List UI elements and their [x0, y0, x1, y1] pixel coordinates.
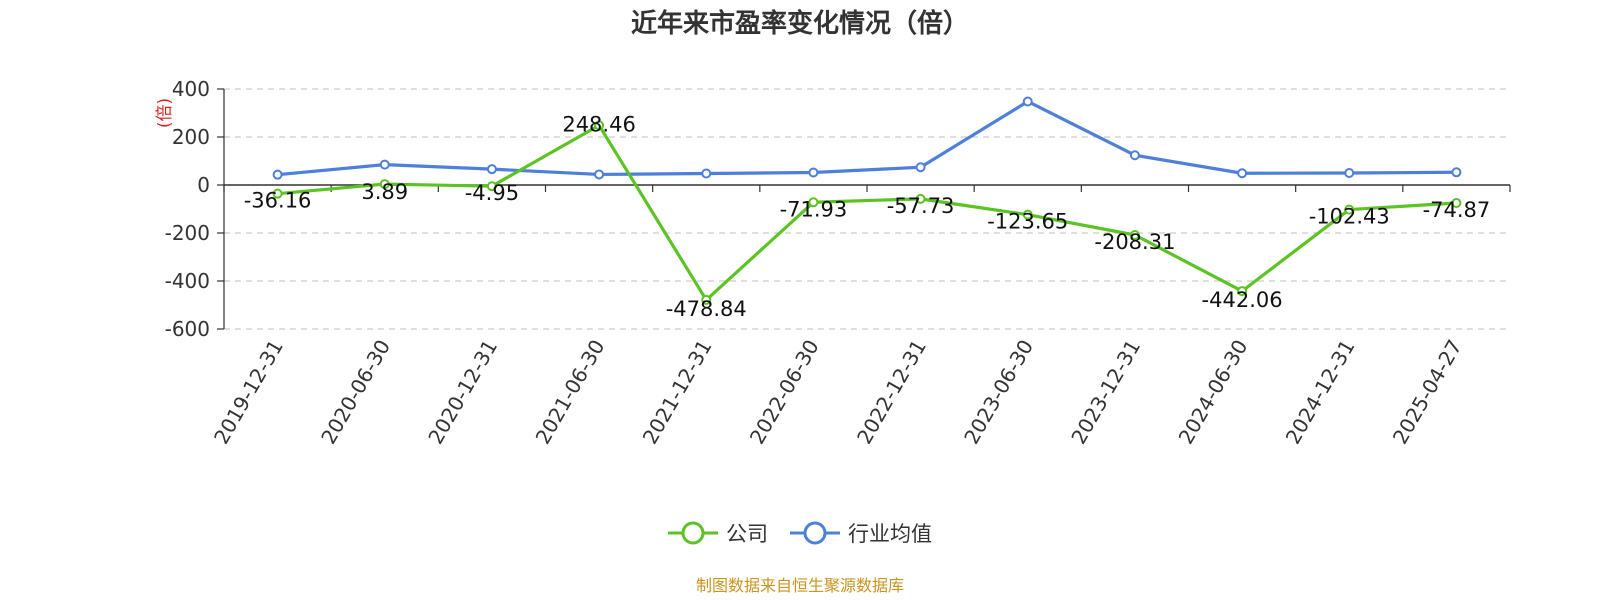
- x-tick-label: 2020-12-31: [423, 336, 502, 449]
- x-tick-label: 2021-12-31: [638, 336, 717, 449]
- data-point-industry-average: [379, 159, 390, 170]
- data-point-industry-average: [272, 169, 283, 180]
- data-point-company: [808, 197, 819, 208]
- label-layer: -36.16 3.89 -4.95 248.46 -478.84 -71.93 -57.73…: [244, 112, 1491, 321]
- data-point-company: [1451, 197, 1462, 208]
- data-label-company: -102.43: [1309, 205, 1390, 229]
- legend-item-company[interactable]: 公司: [668, 518, 768, 548]
- data-point-company: [915, 193, 926, 204]
- series-line-company: [277, 123, 1457, 302]
- data-source-note: 制图数据来自恒生聚源数据库: [695, 576, 904, 595]
- grid-layer: [224, 88, 1510, 330]
- data-label-company: -478.84: [666, 297, 747, 321]
- x-tick-label: 2021-06-30: [531, 336, 610, 449]
- data-label-company: -123.65: [987, 210, 1068, 234]
- x-tick-label: 2020-06-30: [316, 336, 395, 449]
- x-tick-label: 2024-06-30: [1174, 336, 1253, 449]
- y-tick-label: 200: [172, 125, 210, 149]
- data-label-company: -71.93: [780, 197, 848, 221]
- chart-title: 近年来市盈率变化情况（倍）: [630, 9, 969, 39]
- x-tick-label: 2023-06-30: [959, 336, 1038, 449]
- data-point-company: [1237, 286, 1248, 297]
- data-point-industry-average: [1451, 167, 1462, 178]
- legend-label-company: 公司: [726, 522, 768, 546]
- data-point-industry-average: [1129, 150, 1140, 161]
- data-label-company: -74.87: [1423, 198, 1491, 222]
- data-label-company: -36.16: [244, 189, 312, 213]
- data-point-industry-average: [701, 168, 712, 179]
- data-point-industry-average: [915, 162, 926, 173]
- data-label-company: 248.46: [562, 112, 635, 136]
- y-tick-label: -600: [165, 317, 210, 341]
- x-tick-label: 2019-12-31: [209, 336, 288, 449]
- x-tick-label: 2024-12-31: [1281, 336, 1360, 449]
- data-point-company: [272, 188, 283, 199]
- y-tick-label: 0: [197, 173, 210, 197]
- data-point-company: [594, 120, 605, 131]
- chart-legend: 公司 行业均值: [0, 518, 1600, 548]
- x-tick-label: 2022-12-31: [852, 336, 931, 449]
- data-label-company: 3.89: [361, 180, 408, 204]
- x-tick-label: 2023-12-31: [1066, 336, 1145, 449]
- legend-item-industry-average[interactable]: 行业均值: [790, 518, 932, 548]
- data-label-company: -4.95: [465, 181, 519, 205]
- data-point-industry-average: [1237, 168, 1248, 179]
- data-label-company: -57.73: [887, 194, 955, 218]
- data-point-industry-average: [808, 167, 819, 178]
- legend-label-industry-average: 行业均值: [848, 522, 932, 546]
- x-tick-label: 2025-04-27: [1388, 336, 1467, 449]
- y-tick-label: -400: [165, 269, 210, 293]
- data-label-company: -442.06: [1202, 288, 1283, 312]
- data-point-company: [1022, 209, 1033, 220]
- series-line-industry-average: [277, 99, 1457, 177]
- data-point-company: [1129, 229, 1140, 240]
- data-label-company: -208.31: [1094, 230, 1175, 254]
- data-point-company: [1344, 204, 1355, 215]
- legend-line-circle-icon: [790, 521, 840, 545]
- data-point-company: [379, 179, 390, 190]
- y-tick-label: -200: [165, 221, 210, 245]
- y-axis-title: (倍): [155, 98, 175, 128]
- data-point-industry-average: [1344, 168, 1355, 178]
- data-point-industry-average: [1022, 96, 1033, 107]
- x-tick-label: 2022-06-30: [745, 336, 824, 449]
- data-point-company: [701, 294, 712, 305]
- axis-layer: -600 -400 -200 0 200 400(倍) 2019-12-31 2020-06-…: [155, 77, 1511, 449]
- legend-line-circle-icon: [668, 521, 718, 545]
- data-point-industry-average: [486, 164, 497, 175]
- series-layer: [272, 96, 1462, 305]
- data-point-company: [486, 181, 497, 192]
- data-point-industry-average: [594, 169, 605, 180]
- y-tick-label: 400: [172, 77, 210, 101]
